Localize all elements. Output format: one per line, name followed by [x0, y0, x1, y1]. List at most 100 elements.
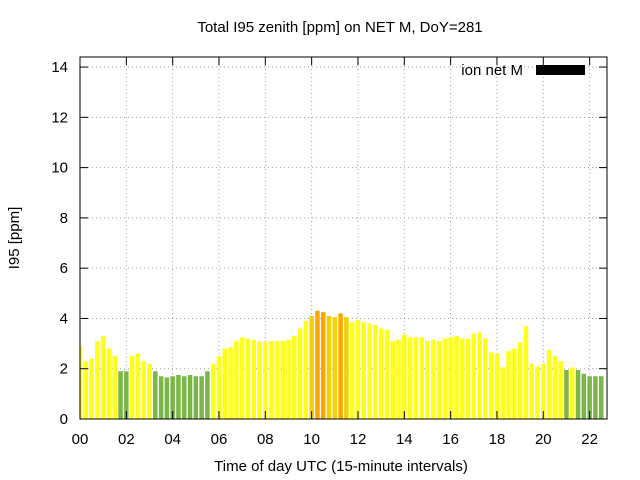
bar — [575, 369, 581, 419]
x-tick-label: 04 — [164, 431, 181, 448]
y-tick-label: 12 — [51, 109, 68, 126]
bar — [292, 336, 297, 419]
bar — [367, 323, 372, 419]
bar — [349, 322, 355, 419]
x-tick-label: 08 — [257, 431, 274, 448]
bar — [384, 329, 390, 419]
bar — [228, 347, 233, 419]
x-tick-label: 02 — [118, 431, 135, 448]
y-axis-label: I95 [ppm] — [6, 207, 23, 270]
bars — [80, 310, 604, 419]
bar — [263, 342, 268, 419]
x-axis-label: Time of day UTC (15-minute intervals) — [214, 458, 468, 475]
bar — [517, 342, 523, 419]
bar — [494, 353, 500, 419]
bar — [315, 310, 320, 419]
bar — [581, 373, 587, 419]
x-tick-label: 22 — [581, 431, 598, 448]
bar — [454, 336, 459, 419]
bar — [141, 361, 146, 419]
bar — [216, 356, 222, 419]
x-tick-label: 10 — [303, 431, 320, 448]
legend: ion net M — [461, 62, 585, 79]
bar — [320, 312, 326, 419]
x-axis: 00 02 04 06 08 10 12 14 16 18 20 22 — [72, 57, 598, 448]
chart-title: Total I95 zenith [ppm] on NET M, DoY=281 — [197, 19, 482, 36]
bar — [471, 333, 477, 419]
bar — [176, 375, 181, 419]
bar — [153, 371, 158, 419]
bar — [280, 341, 285, 419]
y-tick-label: 14 — [51, 59, 68, 76]
bar — [106, 348, 112, 419]
y-tick-label: 2 — [60, 361, 68, 378]
bar — [558, 361, 563, 419]
bar — [407, 337, 413, 419]
y-tick-label: 10 — [51, 160, 68, 177]
bar — [378, 328, 384, 419]
x-tick-label: 18 — [489, 431, 506, 448]
y-tick-label: 6 — [60, 260, 68, 277]
bar — [118, 371, 123, 419]
legend-label: ion net M — [461, 62, 523, 79]
bar — [274, 341, 280, 419]
bar — [135, 353, 141, 419]
bar — [419, 337, 424, 419]
bar — [332, 317, 338, 419]
bar — [309, 315, 314, 419]
x-tick-label: 06 — [211, 431, 228, 448]
y-tick-label: 4 — [60, 310, 68, 327]
bar — [529, 363, 534, 419]
bar — [286, 339, 291, 419]
bar — [181, 376, 187, 419]
bar — [413, 337, 419, 419]
y-tick-label: 0 — [60, 411, 68, 428]
bar — [355, 319, 361, 419]
y-tick-label: 8 — [60, 210, 68, 227]
x-tick-label: 16 — [442, 431, 459, 448]
bar — [442, 338, 448, 419]
bar — [199, 376, 204, 419]
bar — [268, 341, 274, 419]
bar — [598, 376, 604, 419]
bar — [303, 320, 309, 419]
bar — [390, 341, 395, 419]
bar — [506, 351, 511, 419]
legend-swatch — [536, 65, 585, 75]
bar — [245, 338, 251, 419]
bar — [164, 377, 170, 419]
bar — [564, 369, 569, 419]
bar — [593, 376, 598, 419]
x-tick-label: 14 — [396, 431, 413, 448]
bar — [425, 341, 430, 419]
bar — [512, 348, 517, 419]
bar — [523, 325, 529, 419]
bar — [297, 328, 303, 419]
bar — [129, 356, 135, 419]
bar — [170, 376, 175, 419]
bar — [80, 346, 83, 419]
bar — [95, 341, 100, 419]
bar — [222, 348, 228, 419]
bar — [569, 367, 575, 419]
x-tick-label: 12 — [350, 431, 367, 448]
bar — [448, 337, 453, 419]
bar — [193, 376, 199, 419]
bar — [338, 313, 343, 419]
bar — [158, 376, 164, 419]
bar — [344, 317, 349, 419]
bar — [402, 334, 407, 419]
bar — [205, 371, 210, 419]
bar — [112, 356, 118, 419]
bar — [100, 336, 106, 419]
bar — [257, 341, 262, 419]
bar — [431, 339, 436, 419]
bar — [187, 375, 193, 419]
x-tick-label: 20 — [535, 431, 552, 448]
bar — [124, 371, 129, 419]
bar — [239, 337, 245, 419]
bar — [477, 332, 482, 419]
plot-frame — [79, 56, 608, 420]
bar — [500, 367, 506, 419]
